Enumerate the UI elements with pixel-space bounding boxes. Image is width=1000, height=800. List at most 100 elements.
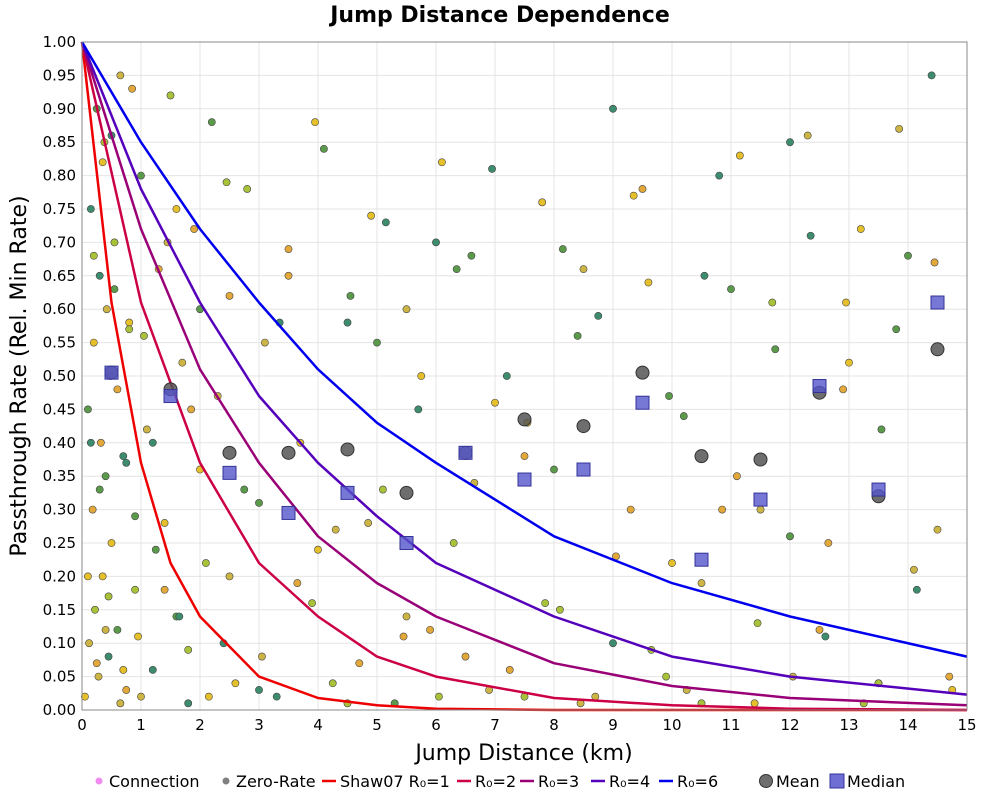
scatter-point xyxy=(768,298,777,307)
x-tick-label: 13 xyxy=(839,716,858,734)
median-marker xyxy=(163,389,178,404)
y-tick-label: 0.35 xyxy=(43,467,76,485)
scatter-point xyxy=(85,639,93,648)
scatter-point xyxy=(178,358,187,367)
scatter-point xyxy=(367,211,375,220)
scatter-point xyxy=(311,118,319,127)
median-marker xyxy=(458,445,473,460)
scatter-point xyxy=(803,131,812,140)
y-axis-ticks: 0.00 0.05 0.10 0.15 0.20 0.25 0.30 0.35 0.40 0.45… xyxy=(43,33,76,719)
curve-r0-4 xyxy=(80,41,968,696)
scatter-point xyxy=(190,225,198,233)
scatter-point xyxy=(104,652,113,661)
scatter-point xyxy=(89,251,98,260)
legend-label: Zero-Rate xyxy=(236,772,316,791)
scatter-point xyxy=(945,672,954,681)
scatter-point xyxy=(81,692,89,701)
scatter-point xyxy=(131,512,139,521)
scatter-point xyxy=(184,645,193,654)
scatter-point xyxy=(88,505,97,514)
y-tick-label: 0.90 xyxy=(43,100,76,118)
scatter-point xyxy=(579,265,588,274)
legend: Connection Zero-Rate Shaw07 R₀=1 R₀=2 R₀=3 R₀… xyxy=(95,772,905,791)
scatter-point xyxy=(845,358,853,367)
scatter-point xyxy=(346,291,355,300)
scatter-point xyxy=(119,666,128,674)
scatter-point xyxy=(910,565,918,574)
scatter-point xyxy=(260,338,269,347)
y-tick-label: 0.00 xyxy=(43,701,76,719)
x-axis-label: Jump Distance (km) xyxy=(413,741,632,766)
scatter-point xyxy=(629,191,638,200)
scatter-point xyxy=(137,692,145,701)
scatter-point xyxy=(644,278,653,287)
x-tick-label: 6 xyxy=(431,716,441,734)
scatter-point xyxy=(609,639,617,648)
scatter-point xyxy=(91,605,99,614)
scatter-point xyxy=(904,251,912,260)
scatter-point xyxy=(207,118,216,127)
scatter-point xyxy=(786,532,794,541)
y-tick-label: 0.55 xyxy=(43,334,76,352)
y-tick-label: 0.15 xyxy=(43,601,76,619)
scatter-point xyxy=(930,258,939,267)
scatter-point xyxy=(204,692,213,701)
legend-swatch xyxy=(222,777,230,785)
scatter-point xyxy=(491,398,499,407)
mean-marker xyxy=(694,449,709,464)
scatter-point xyxy=(225,291,234,300)
scatter-point xyxy=(594,311,603,320)
x-tick-label: 14 xyxy=(898,716,917,734)
legend-label: Shaw07 R₀=1 xyxy=(340,772,450,791)
scatter-point xyxy=(231,679,240,688)
scatter-point xyxy=(122,458,131,467)
scatter-point xyxy=(735,151,744,160)
legend-label: R₀=4 xyxy=(609,772,650,791)
scatter-point xyxy=(134,632,142,641)
scatter-point xyxy=(727,285,735,294)
scatter-point xyxy=(308,599,316,608)
mean-marker xyxy=(340,442,355,457)
scatter-point xyxy=(558,245,567,253)
scatter-point xyxy=(467,251,476,260)
scatter-point xyxy=(96,438,105,447)
y-tick-label: 0.50 xyxy=(43,367,76,385)
scatter-point xyxy=(609,104,617,113)
scatter-point xyxy=(541,599,550,608)
scatter-point xyxy=(435,692,443,701)
y-tick-label: 0.25 xyxy=(43,534,76,552)
y-tick-label: 0.65 xyxy=(43,267,76,285)
scatter-point xyxy=(753,619,762,628)
mean-marker xyxy=(635,365,650,380)
scatter-point xyxy=(715,171,724,180)
scatter-point xyxy=(84,572,92,581)
model-curves xyxy=(80,41,968,712)
scatter-point xyxy=(243,185,252,193)
scatter-point xyxy=(116,71,125,80)
scatter-point xyxy=(148,666,157,674)
mean-marker xyxy=(930,342,945,357)
x-tick-label: 7 xyxy=(490,716,500,734)
scatter-point xyxy=(426,625,434,634)
scatter-point xyxy=(160,519,169,527)
scatter-point xyxy=(839,385,847,394)
scatter-point xyxy=(877,425,886,434)
mean-marker xyxy=(753,452,768,467)
scatter-point xyxy=(488,165,496,173)
scatter-point xyxy=(414,405,423,414)
scatter-point xyxy=(402,612,411,621)
scatter-point xyxy=(679,412,688,420)
scatter-point xyxy=(718,505,727,514)
scatter-point xyxy=(437,158,446,167)
scatter-point xyxy=(331,525,340,534)
scatter-point xyxy=(927,71,936,80)
scatter-point xyxy=(110,238,119,247)
scatter-point xyxy=(856,225,865,233)
scatter-point xyxy=(573,332,582,340)
scatter-point xyxy=(293,579,302,587)
plot-border xyxy=(81,41,968,711)
legend-label: Mean xyxy=(776,772,820,791)
median-marker xyxy=(576,462,591,477)
x-tick-label: 11 xyxy=(721,716,740,734)
scatter-point xyxy=(137,171,145,180)
